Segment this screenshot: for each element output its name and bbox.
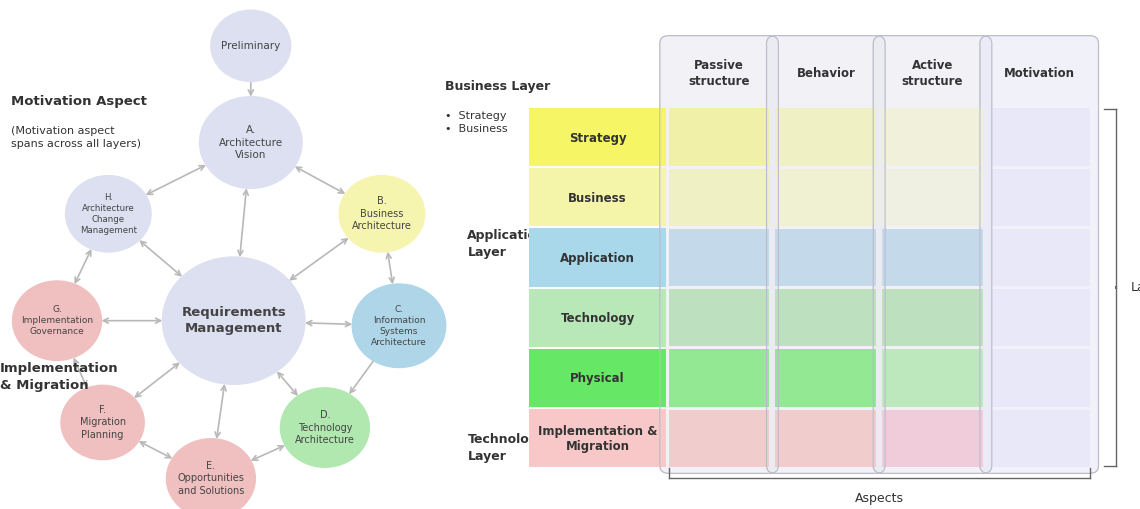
Text: (Motivation aspect
spans across all layers): (Motivation aspect spans across all laye…: [11, 126, 141, 149]
Bar: [882, 108, 983, 165]
Circle shape: [65, 176, 150, 252]
Text: G.
Implementation
Governance: G. Implementation Governance: [21, 305, 93, 336]
Text: Technology
Layer: Technology Layer: [467, 433, 546, 463]
Bar: [529, 229, 666, 287]
Text: Motivation: Motivation: [1003, 67, 1075, 80]
Bar: [775, 168, 877, 226]
Text: Behavior: Behavior: [797, 67, 855, 80]
Bar: [669, 108, 770, 165]
FancyBboxPatch shape: [766, 36, 885, 473]
FancyBboxPatch shape: [980, 36, 1099, 473]
Bar: [882, 229, 983, 286]
Bar: [529, 349, 666, 407]
Text: C.
Information
Systems
Architecture: C. Information Systems Architecture: [372, 304, 426, 347]
Bar: [988, 108, 1090, 165]
Bar: [669, 168, 770, 226]
Text: F.
Migration
Planning: F. Migration Planning: [80, 405, 125, 440]
Circle shape: [352, 284, 446, 367]
Circle shape: [62, 385, 144, 460]
Text: E.
Opportunities
and Solutions: E. Opportunities and Solutions: [178, 461, 244, 496]
Text: Strategy: Strategy: [569, 131, 626, 145]
Text: Motivation Aspect: Motivation Aspect: [11, 95, 147, 108]
Text: Application: Application: [560, 252, 635, 265]
Bar: [529, 229, 666, 287]
Bar: [669, 229, 770, 286]
Text: Business: Business: [568, 192, 627, 205]
Bar: [529, 108, 666, 166]
Bar: [529, 289, 666, 347]
Text: A.
Architecture
Vision: A. Architecture Vision: [219, 125, 283, 160]
Text: Physical: Physical: [570, 373, 625, 385]
Text: •  Strategy
•  Business: • Strategy • Business: [445, 110, 507, 134]
Bar: [988, 349, 1090, 407]
Bar: [988, 410, 1090, 467]
Bar: [529, 168, 666, 227]
Text: Active
structure: Active structure: [902, 60, 963, 88]
Circle shape: [280, 388, 369, 467]
Text: Passive
structure: Passive structure: [689, 60, 750, 88]
Text: Technology: Technology: [561, 312, 635, 325]
Bar: [775, 108, 877, 165]
Circle shape: [162, 257, 306, 384]
Bar: [669, 410, 770, 467]
Text: Implementation &
Migration: Implementation & Migration: [538, 425, 658, 453]
Bar: [529, 409, 666, 467]
Bar: [529, 168, 666, 227]
Text: B.
Business
Architecture: B. Business Architecture: [352, 196, 412, 231]
Bar: [529, 349, 666, 407]
Bar: [529, 289, 666, 347]
Bar: [669, 289, 770, 346]
Bar: [775, 289, 877, 346]
Bar: [882, 289, 983, 346]
Circle shape: [13, 281, 101, 360]
Bar: [882, 168, 983, 226]
Circle shape: [211, 10, 291, 81]
Text: Aspects: Aspects: [855, 492, 904, 505]
Bar: [988, 289, 1090, 346]
Bar: [882, 349, 983, 407]
Bar: [988, 229, 1090, 286]
Text: D.
Technology
Architecture: D. Technology Architecture: [295, 410, 355, 445]
Bar: [882, 410, 983, 467]
FancyBboxPatch shape: [873, 36, 992, 473]
Bar: [529, 409, 666, 467]
Bar: [529, 108, 666, 166]
Bar: [775, 410, 877, 467]
Bar: [775, 229, 877, 286]
Text: Business Layer: Business Layer: [445, 80, 549, 93]
Text: Implementation
& Migration: Implementation & Migration: [0, 362, 119, 391]
FancyBboxPatch shape: [660, 36, 779, 473]
Text: Application
Layer: Application Layer: [467, 230, 546, 259]
Circle shape: [340, 176, 425, 252]
Text: Preliminary: Preliminary: [221, 41, 280, 51]
Bar: [988, 168, 1090, 226]
Text: Layers: Layers: [1131, 281, 1140, 294]
Text: Requirements
Management: Requirements Management: [181, 306, 286, 335]
Circle shape: [166, 439, 255, 509]
Bar: [669, 349, 770, 407]
Circle shape: [200, 97, 302, 188]
Text: H.
Architecture
Change
Management: H. Architecture Change Management: [80, 192, 137, 235]
Bar: [775, 349, 877, 407]
